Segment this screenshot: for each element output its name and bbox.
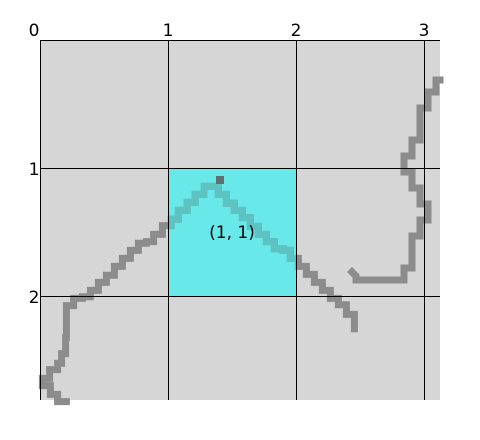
curve-peak-marker [216,176,224,184]
col-label-0: 0 [29,21,40,41]
curve-segment-in-highlight [168,182,296,270]
tile-boundary-curve-right [347,76,444,284]
col-label-1: 1 [163,21,174,41]
highlight-cell-label: (1, 1) [209,223,255,243]
boundary-curves [38,76,444,406]
highlighted-cell [168,168,296,296]
col-label-2: 2 [291,21,302,41]
row-label-1: 1 [29,160,40,180]
grid-lines [40,40,440,400]
row-label-2: 2 [29,288,40,308]
col-label-3: 3 [419,21,430,41]
